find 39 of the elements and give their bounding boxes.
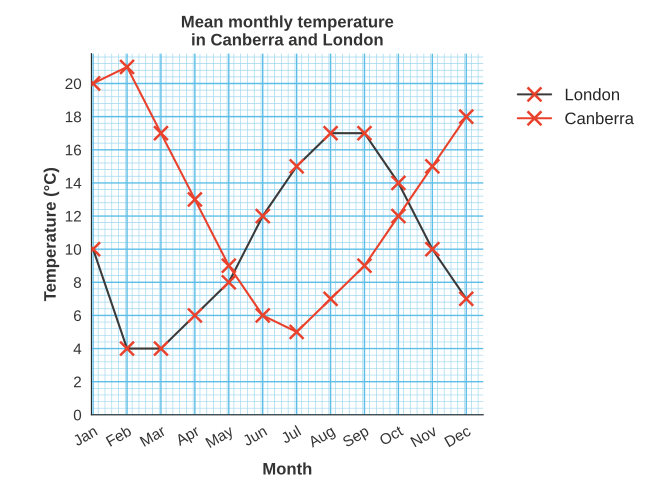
point [390, 208, 407, 224]
x-tick-label: Aug [307, 426, 337, 450]
x-axis-title: Month [263, 462, 312, 475]
x-tick-label: Nov [410, 425, 438, 448]
x-tick-label: Feb [105, 424, 132, 447]
x-tick-label: Sep [342, 425, 372, 450]
x-tick-label: Jul [280, 425, 302, 444]
point [356, 258, 373, 274]
y-tick-label: 10 [66, 244, 82, 255]
x-tick-label: Apr [174, 425, 202, 449]
point [220, 258, 237, 274]
point [254, 307, 271, 324]
y-tick-label: 20 [65, 78, 82, 90]
y-axis-title: Temperature (°C) [44, 168, 60, 302]
point [424, 158, 441, 175]
x-tick-label: Dec [444, 425, 472, 448]
chart-title: Mean monthly temperature in Canberra and London [182, 15, 394, 46]
point [152, 125, 170, 142]
y-tick-label: 2 [74, 376, 81, 388]
x-tick-label: Oct [378, 424, 404, 446]
point [118, 58, 136, 76]
y-tick-label: 16 [66, 144, 82, 156]
point [288, 324, 305, 340]
y-tick-label: 12 [66, 210, 81, 222]
y-tick-label: 8 [74, 277, 82, 288]
point [322, 290, 339, 308]
legend-label: London [566, 88, 620, 100]
x-tick-label: Jan [72, 426, 98, 446]
legend-label: Canberra [565, 112, 634, 124]
y-tick-label: 6 [74, 310, 82, 322]
x-tick-label: Mar [140, 425, 166, 447]
y-tick-label: 0 [74, 410, 82, 420]
y-tick-label: 4 [74, 344, 82, 354]
x-tick-label: May [205, 425, 236, 451]
x-tick-label: Jun [242, 426, 268, 446]
point [186, 191, 204, 208]
point [458, 108, 474, 125]
y-tick-label: 18 [66, 111, 82, 122]
y-tick-label: 14 [66, 178, 82, 188]
